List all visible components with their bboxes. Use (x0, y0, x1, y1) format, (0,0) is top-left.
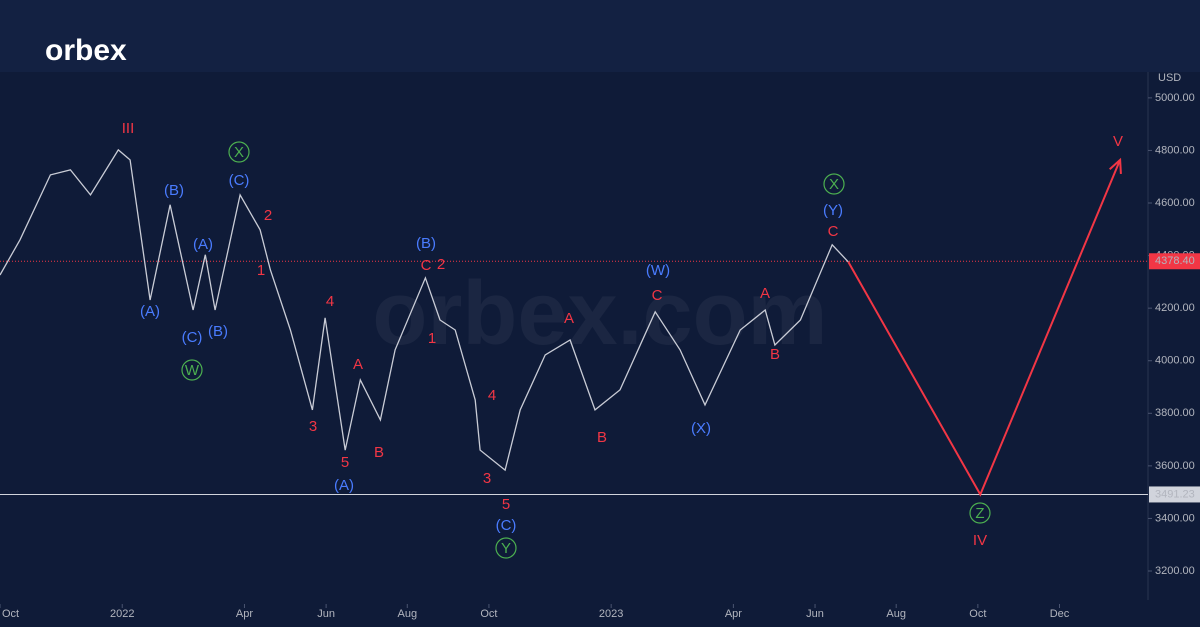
wave-label: 1 (257, 262, 265, 279)
wave-label: C (828, 223, 839, 240)
y-tick-label: 4800.00 (1155, 144, 1195, 156)
wave-label: X (829, 176, 839, 193)
x-tick-label: Oct (969, 608, 986, 620)
wave-label: V (1113, 133, 1123, 150)
header-band (0, 0, 1200, 72)
wave-label: (Y) (823, 202, 843, 219)
wave-label: 3 (309, 418, 317, 435)
unit-label: USD (1158, 72, 1181, 84)
wave-circle (823, 173, 845, 195)
wave-circle (181, 359, 203, 381)
wave-label: A (564, 310, 574, 327)
wave-label: (A) (334, 477, 354, 494)
wave-label: (C) (229, 172, 250, 189)
price-level-label: 3491.23 (1155, 488, 1195, 500)
wave-label: B (597, 429, 607, 446)
price-level-box (1149, 486, 1200, 503)
wave-label: 5 (502, 496, 510, 513)
x-tick-label: Oct (480, 608, 497, 620)
wave-label: 4 (488, 387, 496, 404)
wave-circle (228, 141, 250, 163)
price-level-box (1149, 253, 1200, 270)
x-tick-label: 2022 (110, 608, 134, 620)
wave-label: (C) (496, 517, 517, 534)
x-tick-label: Aug (397, 608, 417, 620)
x-tick-label: Dec (1050, 608, 1070, 620)
x-tick-label: Aug (886, 608, 906, 620)
wave-label: B (770, 346, 780, 363)
y-tick-label: 3800.00 (1155, 407, 1195, 419)
y-tick-label: 3400.00 (1155, 512, 1195, 524)
x-tick-label: Jun (317, 608, 335, 620)
x-tick-label: Apr (236, 608, 253, 620)
y-tick-label: 3200.00 (1155, 565, 1195, 577)
forecast-arrowhead (1109, 157, 1122, 174)
wave-label: 2 (264, 207, 272, 224)
price-line (0, 148, 849, 472)
wave-label: 2 (437, 256, 445, 273)
x-tick-label: Jun (806, 608, 824, 620)
y-tick-label: 4600.00 (1155, 197, 1195, 209)
wave-label: W (185, 362, 200, 379)
forecast-path (847, 159, 1122, 497)
y-tick-label: 4200.00 (1155, 302, 1195, 314)
x-tick-label: Apr (725, 608, 742, 620)
wave-label: 1 (428, 330, 436, 347)
wave-label: X (234, 144, 244, 161)
wave-label: (C) (182, 329, 203, 346)
price-level-label: 4378.40 (1155, 255, 1195, 267)
brand-logo: orbex (45, 34, 127, 67)
wave-label: IV (973, 532, 987, 549)
wave-label: 4 (326, 293, 334, 310)
wave-label: C (652, 287, 663, 304)
wave-label: Y (501, 540, 511, 557)
wave-label: (B) (208, 323, 228, 340)
wave-label: (B) (416, 235, 436, 252)
x-tick-label: Oct (2, 608, 19, 620)
watermark: orbex.com (372, 264, 827, 364)
wave-label: 3 (483, 470, 491, 487)
wave-label: A (760, 285, 770, 302)
wave-label: (B) (164, 182, 184, 199)
wave-label: (W) (646, 262, 670, 279)
wave-label: B (374, 444, 384, 461)
wave-label: 5 (341, 454, 349, 471)
wave-label: (X) (691, 420, 711, 437)
y-tick-label: 3600.00 (1155, 460, 1195, 472)
x-tick-label: 2023 (599, 608, 623, 620)
wave-label: A (353, 356, 363, 373)
wave-label: (A) (193, 236, 213, 253)
wave-label: (A) (140, 303, 160, 320)
wave-circle (495, 537, 517, 559)
wave-label: C (421, 257, 432, 274)
y-tick-label: 4000.00 (1155, 355, 1195, 367)
wave-label: III (122, 120, 135, 137)
wave-label: Z (975, 505, 984, 522)
y-tick-label: 5000.00 (1155, 92, 1195, 104)
wave-circle (969, 502, 991, 524)
